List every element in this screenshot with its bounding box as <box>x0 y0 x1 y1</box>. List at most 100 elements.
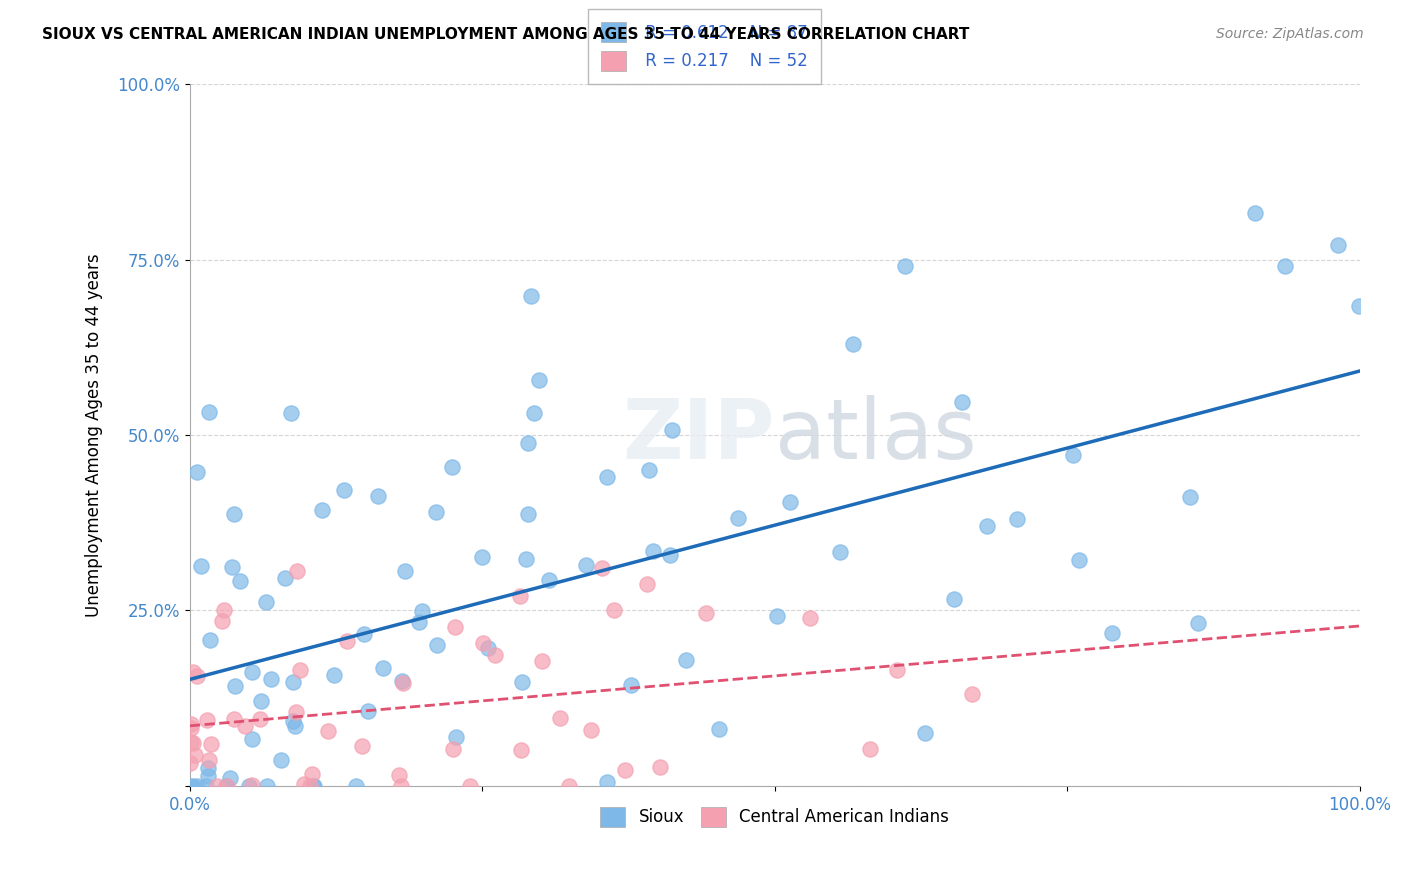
Point <box>200 737 222 751</box>
Point <box>211 614 233 628</box>
Point <box>190 559 212 574</box>
Point <box>603 603 626 617</box>
Point <box>311 503 333 517</box>
Point <box>224 680 246 694</box>
Point <box>950 395 973 409</box>
Point <box>548 711 571 725</box>
Point <box>637 463 659 477</box>
Point <box>254 595 277 609</box>
Point <box>200 632 222 647</box>
Point <box>197 761 219 775</box>
Point <box>531 654 554 668</box>
Point <box>280 406 302 420</box>
Point <box>302 779 325 793</box>
Point <box>235 718 257 732</box>
Point <box>591 561 613 575</box>
Point <box>250 694 273 708</box>
Point <box>388 768 411 782</box>
Point <box>198 753 221 767</box>
Point <box>180 735 202 749</box>
Point <box>519 289 541 303</box>
Point <box>222 507 245 521</box>
Point <box>181 736 204 750</box>
Point <box>180 717 202 731</box>
Point <box>186 779 208 793</box>
Point <box>425 505 447 519</box>
Point <box>181 665 204 679</box>
Point <box>527 373 550 387</box>
Point <box>828 544 851 558</box>
Point <box>727 511 749 525</box>
Point <box>270 753 292 767</box>
Point <box>509 743 531 757</box>
Point <box>274 571 297 585</box>
Point <box>472 636 495 650</box>
Point <box>224 712 246 726</box>
Point <box>1062 448 1084 462</box>
Point <box>620 678 643 692</box>
Point <box>942 592 965 607</box>
Point <box>976 518 998 533</box>
Point <box>596 470 619 484</box>
Point <box>290 663 312 677</box>
Point <box>650 760 672 774</box>
Point <box>350 739 373 753</box>
Point <box>392 675 415 690</box>
Point <box>1348 299 1371 313</box>
Point <box>661 423 683 437</box>
Point <box>179 756 201 770</box>
Point <box>179 779 201 793</box>
Point <box>333 483 356 497</box>
Point <box>675 653 697 667</box>
Point <box>446 730 468 744</box>
Point <box>256 779 278 793</box>
Point <box>184 747 207 762</box>
Point <box>391 674 413 689</box>
Point <box>238 779 260 793</box>
Point <box>484 648 506 662</box>
Point <box>538 573 561 587</box>
Point <box>183 779 205 793</box>
Point <box>195 779 218 793</box>
Point <box>367 489 389 503</box>
Point <box>221 560 243 574</box>
Point <box>426 639 449 653</box>
Legend: Sioux, Central American Indians: Sioux, Central American Indians <box>593 800 956 833</box>
Point <box>301 779 323 793</box>
Point <box>1101 626 1123 640</box>
Text: atlas: atlas <box>775 394 976 475</box>
Point <box>440 460 463 475</box>
Point <box>443 620 465 634</box>
Point <box>707 723 730 737</box>
Point <box>509 589 531 603</box>
Point <box>1327 238 1350 252</box>
Point <box>859 742 882 756</box>
Point <box>1069 552 1091 566</box>
Point <box>346 779 368 793</box>
Point <box>517 436 540 450</box>
Point <box>523 406 546 420</box>
Point <box>842 336 865 351</box>
Point <box>411 604 433 618</box>
Point <box>408 615 430 629</box>
Point <box>1007 512 1029 526</box>
Point <box>595 775 617 789</box>
Point <box>316 723 339 738</box>
Point <box>477 641 499 656</box>
Point <box>886 663 908 677</box>
Point <box>229 574 252 588</box>
Point <box>283 714 305 728</box>
Point <box>357 704 380 718</box>
Text: Source: ZipAtlas.com: Source: ZipAtlas.com <box>1216 27 1364 41</box>
Point <box>614 763 637 777</box>
Point <box>292 777 315 791</box>
Point <box>389 779 412 793</box>
Point <box>186 669 208 683</box>
Point <box>443 742 465 756</box>
Point <box>240 731 263 746</box>
Point <box>779 494 801 508</box>
Point <box>284 719 307 733</box>
Point <box>285 705 308 719</box>
Point <box>323 668 346 682</box>
Point <box>799 610 821 624</box>
